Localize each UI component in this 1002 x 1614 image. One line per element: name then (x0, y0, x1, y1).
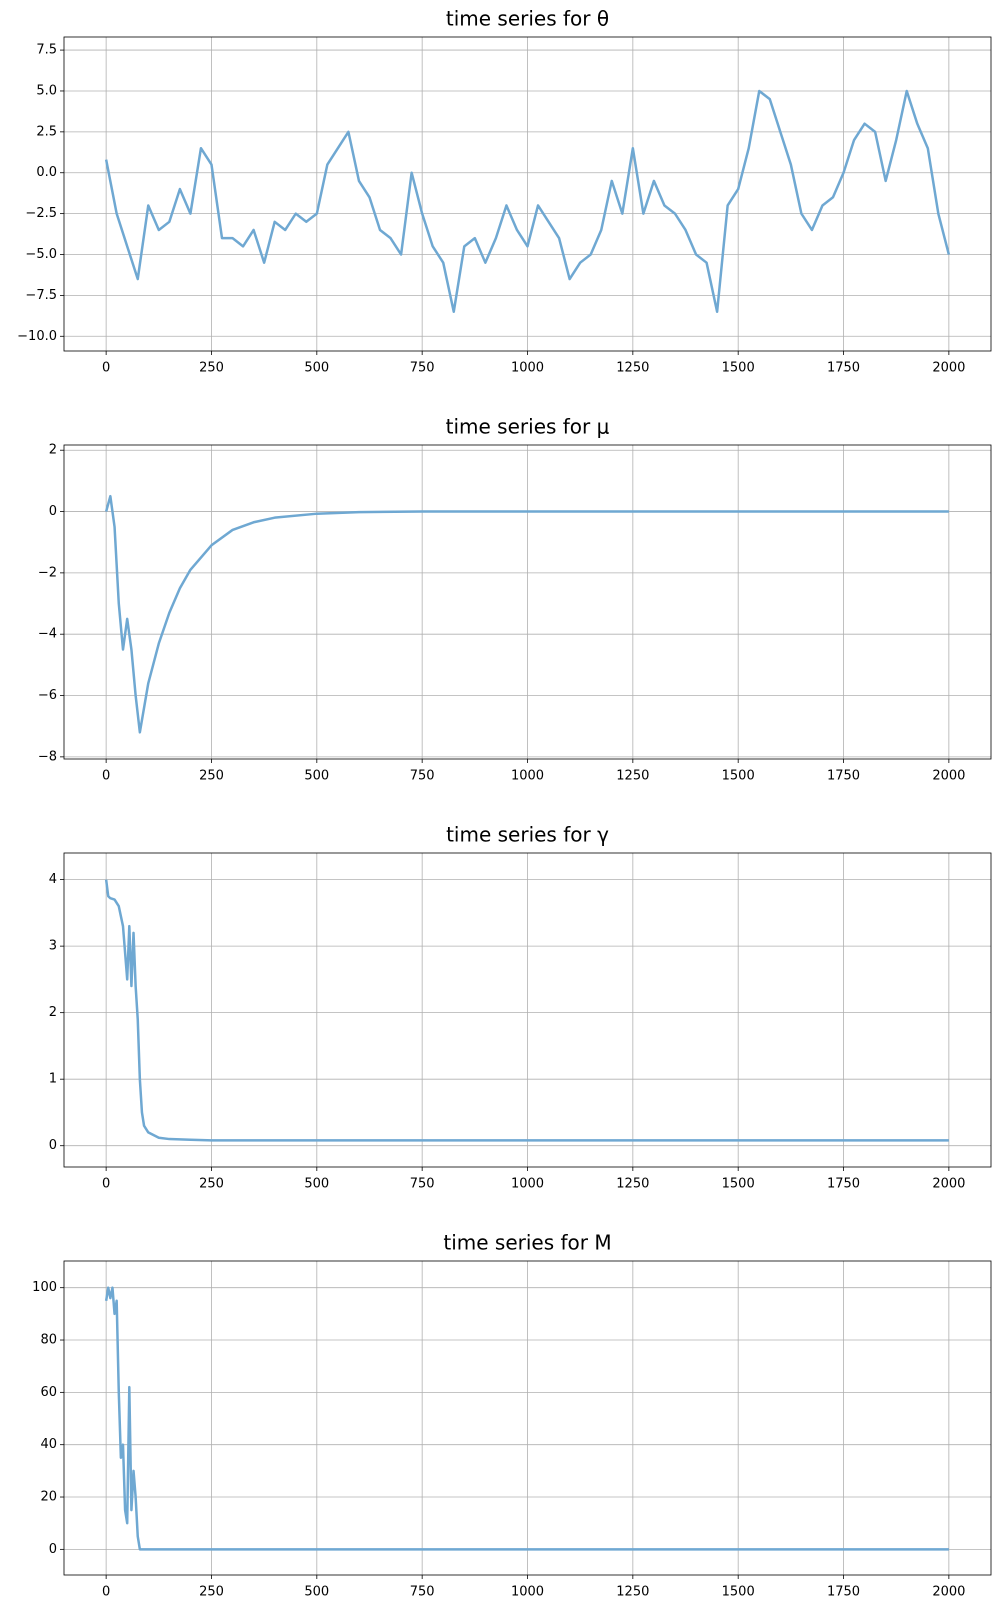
y-tick-label: 2 (49, 443, 57, 458)
x-tick-label: 750 (410, 1585, 435, 1600)
plot-frame (63, 852, 992, 1168)
x-tick-label: 1000 (511, 1177, 544, 1192)
x-tick-label: 0 (102, 1585, 110, 1600)
x-tick-label: 1750 (827, 1585, 860, 1600)
x-tick-label: 0 (102, 769, 110, 784)
x-tick-label: 1500 (722, 361, 755, 376)
x-tick-label: 0 (102, 361, 110, 376)
x-tick-label: 2000 (932, 1177, 965, 1192)
x-tick-label: 1250 (616, 361, 649, 376)
x-tick-label: 250 (199, 361, 224, 376)
y-tick-label: −2.5 (25, 206, 57, 221)
x-tick-label: 1750 (827, 361, 860, 376)
x-tick-label: 1250 (616, 1177, 649, 1192)
x-tick-label: 750 (410, 769, 435, 784)
x-tick-label: 1750 (827, 769, 860, 784)
x-tick-label: 1000 (511, 361, 544, 376)
y-tick-label: 100 (32, 1280, 57, 1295)
y-tick-label: −4 (38, 627, 57, 642)
y-tick-label: 20 (40, 1490, 57, 1505)
x-tick-label: 2000 (932, 769, 965, 784)
x-tick-label: 0 (102, 1177, 110, 1192)
y-tick-label: −7.5 (25, 288, 57, 303)
x-tick-label: 250 (199, 1177, 224, 1192)
x-tick-label: 750 (410, 361, 435, 376)
x-tick-label: 1500 (722, 769, 755, 784)
y-tick-label: −5.0 (25, 247, 57, 262)
y-tick-label: 0.0 (36, 165, 57, 180)
y-tick-label: −8 (38, 749, 57, 764)
y-tick-label: 4 (49, 872, 57, 887)
x-tick-label: 1750 (827, 1177, 860, 1192)
plot-frame (63, 1260, 992, 1576)
plot-frame (63, 444, 992, 760)
x-tick-label: 1000 (511, 769, 544, 784)
chart-title: time series for γ (446, 823, 609, 847)
x-tick-label: 1250 (616, 1585, 649, 1600)
y-tick-label: 80 (40, 1333, 57, 1348)
x-tick-label: 500 (304, 361, 329, 376)
y-tick-label: 5.0 (36, 83, 57, 98)
chart-title: time series for μ (446, 415, 610, 439)
y-tick-label: −10.0 (17, 329, 57, 344)
y-tick-label: 0 (49, 1542, 57, 1557)
y-tick-label: 3 (49, 939, 57, 954)
x-tick-label: 1500 (722, 1585, 755, 1600)
x-tick-label: 750 (410, 1177, 435, 1192)
y-tick-label: 2.5 (36, 124, 57, 139)
x-tick-label: 500 (304, 769, 329, 784)
chart-title: time series for θ (446, 7, 609, 31)
chart-title: time series for M (443, 1231, 611, 1255)
y-tick-label: −6 (38, 688, 57, 703)
x-tick-label: 500 (304, 1177, 329, 1192)
x-tick-label: 500 (304, 1585, 329, 1600)
y-tick-label: 0 (49, 504, 57, 519)
x-tick-label: 1250 (616, 769, 649, 784)
series-line (104, 879, 949, 1142)
series-line (104, 89, 951, 313)
x-tick-label: 2000 (932, 1585, 965, 1600)
y-tick-label: 40 (40, 1437, 57, 1452)
y-tick-label: 1 (49, 1072, 57, 1087)
series-line (104, 494, 949, 734)
series-line (104, 1286, 949, 1551)
y-tick-label: −2 (38, 565, 57, 580)
x-tick-label: 1500 (722, 1177, 755, 1192)
x-tick-label: 1000 (511, 1585, 544, 1600)
x-tick-label: 250 (199, 769, 224, 784)
y-tick-label: 0 (49, 1138, 57, 1153)
x-tick-label: 2000 (932, 361, 965, 376)
y-tick-label: 2 (49, 1005, 57, 1020)
y-tick-label: 7.5 (36, 43, 57, 58)
y-tick-label: 60 (40, 1385, 57, 1400)
x-tick-label: 250 (199, 1585, 224, 1600)
plot-frame (63, 36, 992, 352)
